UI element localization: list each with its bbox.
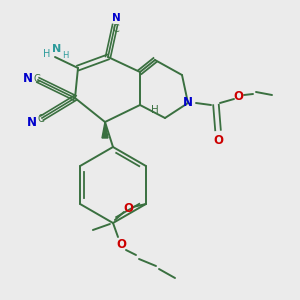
Text: H: H bbox=[43, 49, 51, 59]
Text: H: H bbox=[62, 52, 68, 61]
Polygon shape bbox=[102, 122, 108, 138]
Text: N: N bbox=[183, 97, 193, 110]
Text: O: O bbox=[123, 202, 133, 215]
Text: O: O bbox=[213, 134, 223, 146]
Text: O: O bbox=[233, 91, 243, 103]
Text: C: C bbox=[37, 114, 44, 124]
Text: O: O bbox=[116, 238, 126, 251]
Text: N: N bbox=[27, 116, 37, 128]
Text: N: N bbox=[52, 44, 62, 54]
Text: H: H bbox=[151, 105, 159, 115]
Text: N: N bbox=[112, 13, 120, 23]
Text: C: C bbox=[33, 74, 40, 84]
Text: C: C bbox=[112, 24, 119, 34]
Text: N: N bbox=[23, 73, 33, 85]
